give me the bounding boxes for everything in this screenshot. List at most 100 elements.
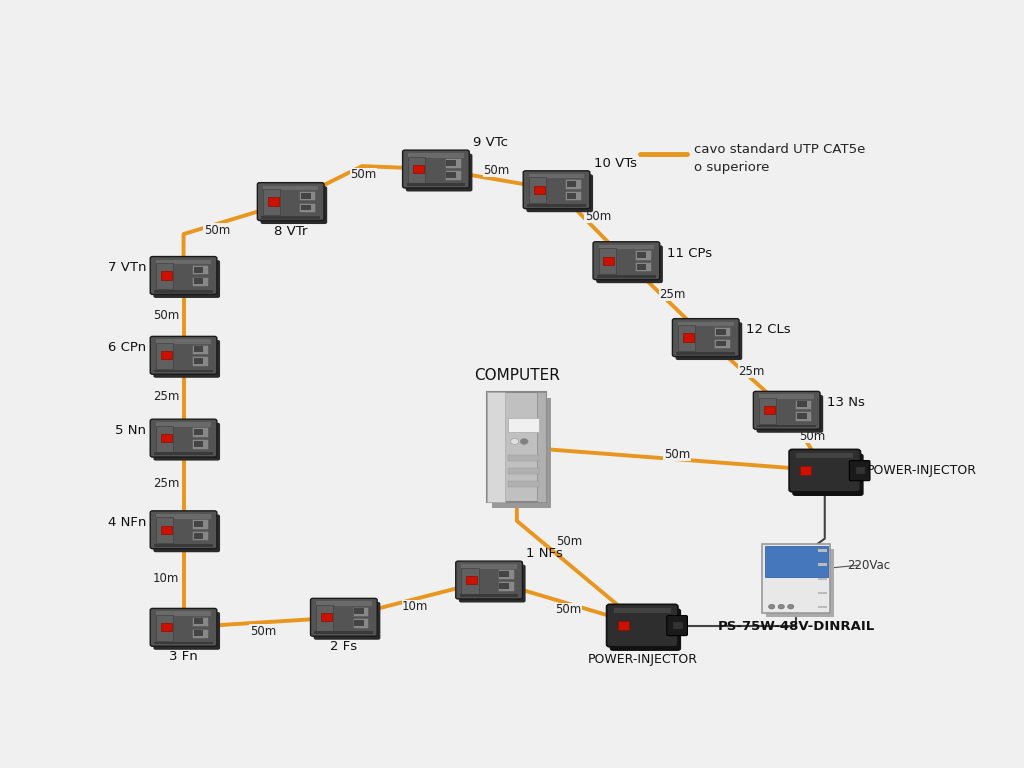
Bar: [462, 568, 478, 594]
Bar: [314, 631, 373, 634]
Bar: [194, 618, 204, 624]
Text: 50m: 50m: [153, 310, 179, 323]
Bar: [161, 351, 172, 359]
Bar: [599, 245, 654, 250]
Text: 220Vac: 220Vac: [847, 559, 890, 571]
Text: COMPUTER: COMPUTER: [474, 368, 560, 383]
Text: o superiore: o superiore: [694, 161, 769, 174]
Bar: [354, 608, 364, 614]
Bar: [528, 174, 585, 178]
Bar: [321, 613, 332, 621]
Bar: [156, 339, 211, 344]
FancyBboxPatch shape: [151, 511, 217, 548]
Bar: [796, 412, 811, 421]
Bar: [299, 203, 315, 212]
Bar: [603, 257, 614, 265]
Text: 2 Fs: 2 Fs: [331, 641, 357, 654]
Bar: [155, 290, 213, 293]
Text: 7 VTn: 7 VTn: [108, 261, 146, 274]
FancyBboxPatch shape: [606, 604, 678, 647]
Bar: [817, 578, 827, 580]
Bar: [678, 322, 733, 326]
Text: 1 NFs: 1 NFs: [526, 547, 563, 560]
Bar: [161, 271, 172, 280]
Bar: [193, 265, 208, 274]
Bar: [508, 468, 539, 474]
Bar: [534, 186, 545, 194]
FancyBboxPatch shape: [313, 602, 380, 640]
Text: 4 NFn: 4 NFn: [108, 515, 146, 528]
Bar: [797, 402, 807, 407]
Bar: [194, 533, 204, 538]
Bar: [161, 525, 172, 534]
Bar: [487, 392, 505, 502]
Bar: [193, 531, 208, 541]
FancyBboxPatch shape: [260, 186, 328, 224]
FancyBboxPatch shape: [151, 419, 217, 457]
Bar: [193, 276, 208, 286]
Bar: [161, 623, 172, 631]
Bar: [156, 260, 211, 264]
Bar: [409, 157, 426, 183]
Bar: [762, 544, 830, 613]
Bar: [156, 611, 211, 616]
Bar: [156, 343, 173, 369]
Bar: [460, 594, 518, 598]
Text: 50m: 50m: [799, 430, 825, 443]
FancyBboxPatch shape: [310, 598, 377, 636]
FancyBboxPatch shape: [609, 608, 681, 651]
Bar: [765, 546, 827, 577]
FancyBboxPatch shape: [596, 245, 663, 283]
Bar: [409, 153, 464, 157]
FancyBboxPatch shape: [673, 319, 739, 356]
Bar: [194, 358, 204, 364]
Bar: [817, 592, 827, 594]
Text: 10m: 10m: [153, 571, 179, 584]
Bar: [508, 419, 539, 432]
Bar: [487, 392, 546, 502]
Bar: [635, 250, 651, 260]
Bar: [267, 197, 279, 206]
Text: 5 Nn: 5 Nn: [116, 424, 146, 437]
Bar: [678, 325, 695, 351]
Bar: [155, 544, 213, 547]
Bar: [446, 172, 456, 178]
Circle shape: [769, 604, 775, 609]
Bar: [565, 179, 582, 189]
Bar: [446, 161, 456, 166]
Bar: [817, 549, 827, 551]
Bar: [156, 518, 173, 544]
Text: POWER-INJECTOR: POWER-INJECTOR: [587, 654, 697, 667]
Text: 50m: 50m: [664, 448, 690, 461]
Bar: [352, 618, 369, 628]
Bar: [498, 581, 514, 591]
FancyBboxPatch shape: [757, 395, 823, 433]
Circle shape: [787, 604, 794, 609]
Bar: [444, 158, 461, 168]
Bar: [156, 425, 173, 452]
Bar: [493, 398, 551, 508]
Circle shape: [511, 439, 518, 445]
FancyBboxPatch shape: [849, 461, 870, 481]
Bar: [817, 606, 827, 608]
Bar: [155, 369, 213, 372]
Bar: [193, 345, 208, 354]
Text: 8 VTr: 8 VTr: [274, 224, 307, 237]
FancyBboxPatch shape: [151, 257, 217, 294]
Bar: [301, 204, 310, 210]
Bar: [758, 425, 816, 428]
Text: 10m: 10m: [402, 600, 428, 613]
Bar: [537, 392, 546, 502]
Bar: [413, 165, 424, 173]
Bar: [193, 356, 208, 366]
Bar: [407, 184, 465, 186]
Bar: [193, 519, 208, 528]
Bar: [500, 583, 509, 589]
Bar: [565, 191, 582, 200]
Bar: [508, 482, 539, 487]
FancyBboxPatch shape: [676, 323, 742, 360]
Text: 50m: 50m: [350, 168, 377, 181]
Circle shape: [778, 604, 784, 609]
Circle shape: [520, 439, 528, 445]
Bar: [261, 216, 321, 219]
